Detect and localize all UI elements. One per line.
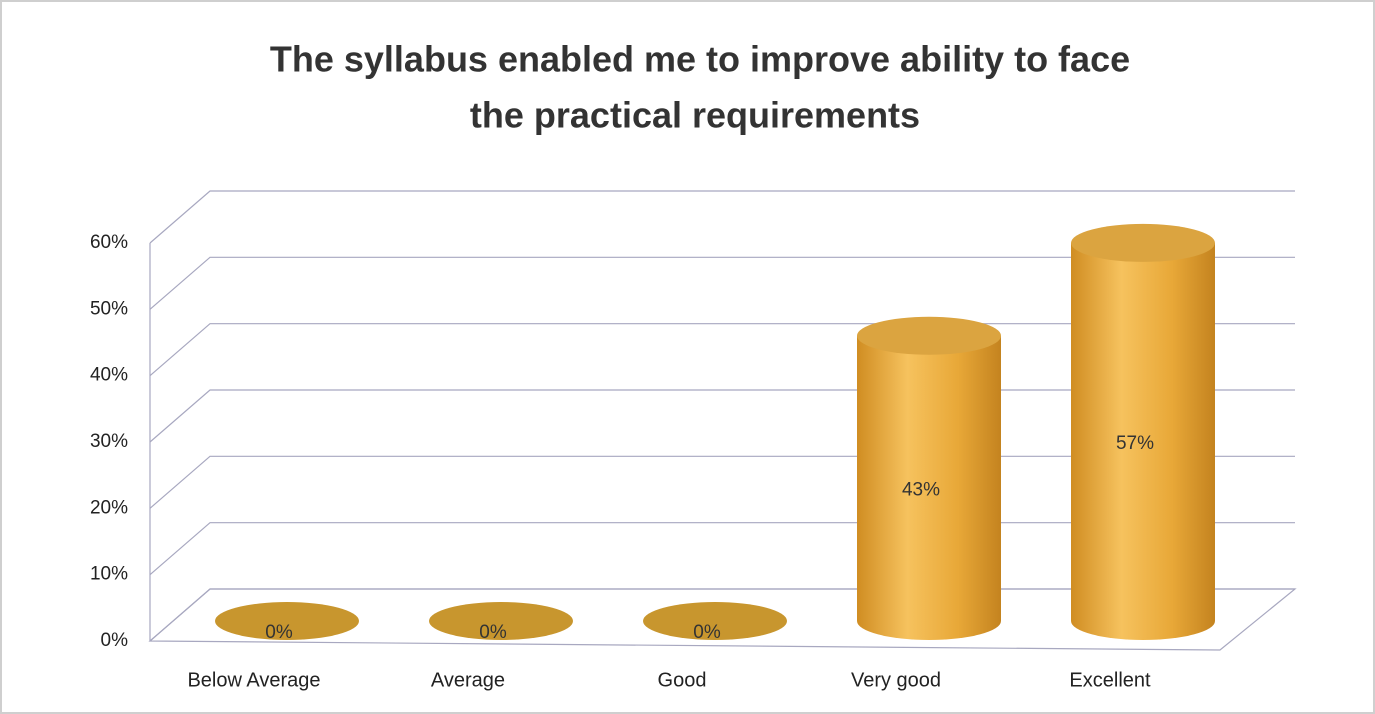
bar-top xyxy=(643,602,787,640)
bar xyxy=(643,602,787,640)
value-label: 0% xyxy=(479,622,507,643)
value-label: 0% xyxy=(265,622,293,643)
y-tick-label: 20% xyxy=(90,497,128,518)
grid-line xyxy=(149,256,1295,310)
x-tick-label: Good xyxy=(658,669,707,691)
bar-body xyxy=(1071,242,1215,640)
x-tick-label: Very good xyxy=(851,669,941,691)
value-label: 57% xyxy=(1116,433,1154,454)
chart-title: The syllabus enabled me to improve abili… xyxy=(270,39,1130,80)
x-tick-label: Below Average xyxy=(187,669,320,691)
y-tick-label: 60% xyxy=(90,232,128,253)
x-tick-label: Average xyxy=(431,669,505,691)
chart-title: the practical requirements xyxy=(470,95,920,136)
bar xyxy=(215,602,359,640)
value-label: 0% xyxy=(693,622,721,643)
y-tick-label: 30% xyxy=(90,431,128,452)
bar xyxy=(429,602,573,640)
bar-body xyxy=(857,335,1001,640)
bar-top xyxy=(1071,223,1215,262)
y-tick-label: 50% xyxy=(90,298,128,319)
bar xyxy=(857,316,1001,640)
y-tick-label: 10% xyxy=(90,564,128,585)
y-tick-label: 40% xyxy=(90,365,128,386)
grid-line xyxy=(149,190,1295,244)
bar-top xyxy=(857,316,1001,355)
bar xyxy=(1071,223,1215,640)
value-label: 43% xyxy=(902,479,940,500)
bar-top xyxy=(215,602,359,640)
bar-top xyxy=(429,602,573,640)
y-tick-label: 0% xyxy=(101,630,129,651)
x-tick-label: Excellent xyxy=(1069,669,1151,691)
